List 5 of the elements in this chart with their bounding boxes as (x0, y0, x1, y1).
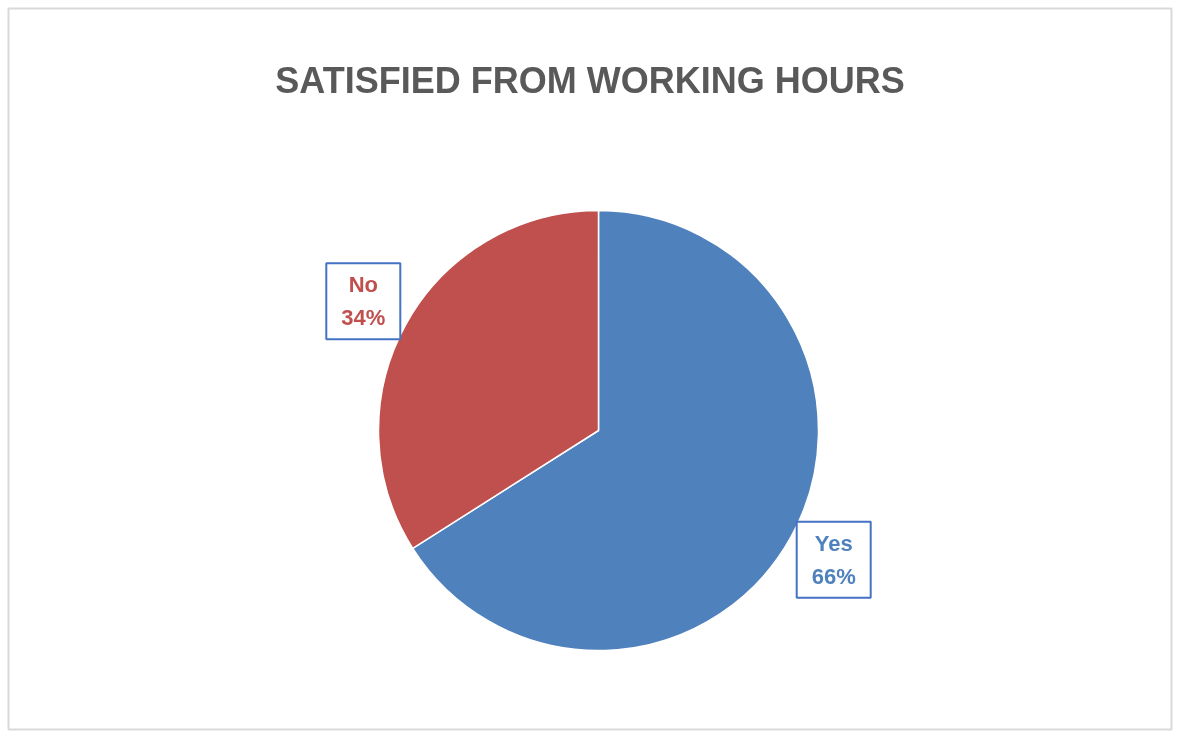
data-label: 66% (811, 563, 856, 589)
data-label: 34% (341, 304, 386, 330)
slice-label: Yes (814, 531, 853, 557)
chart-title: SATISFIED FROM WORKING HOURS (275, 60, 905, 101)
slice-label: No (348, 272, 378, 298)
